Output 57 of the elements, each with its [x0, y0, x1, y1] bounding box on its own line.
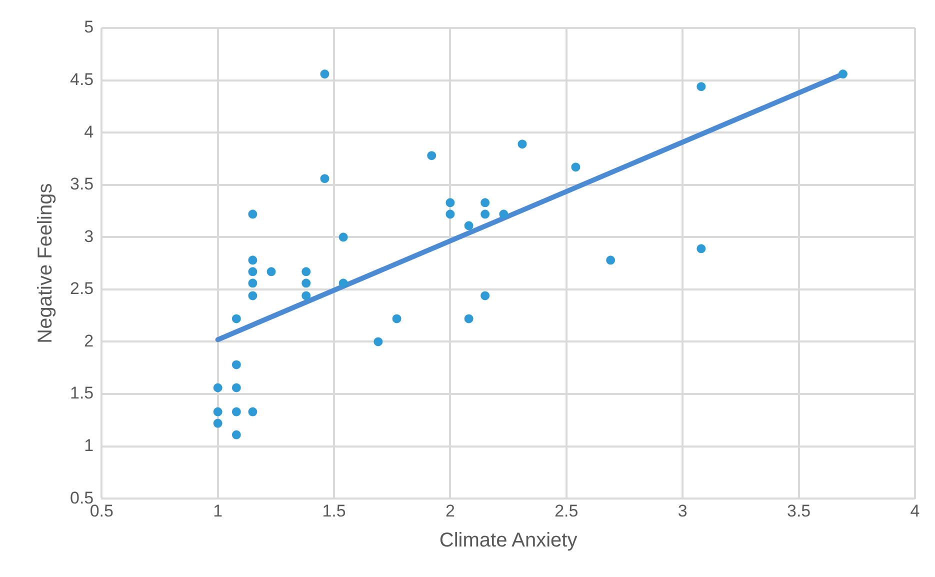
point [302, 291, 311, 300]
point [266, 267, 276, 276]
x-axis-title: Climate Anxiety [439, 530, 578, 552]
point [248, 210, 258, 219]
x-tick-label: 4 [910, 501, 920, 520]
point [248, 267, 258, 276]
y-tick-label: 1.5 [70, 384, 94, 403]
point [606, 256, 616, 265]
point [480, 210, 490, 219]
point [499, 210, 508, 219]
point [232, 430, 241, 440]
y-tick-label: 2 [84, 331, 94, 350]
x-tick-label: 1.5 [322, 501, 346, 520]
point [518, 140, 527, 149]
point [213, 418, 222, 428]
y-tick-label: 4 [84, 122, 94, 142]
point [232, 407, 241, 416]
point [838, 70, 848, 79]
y-tick-label: 3 [84, 226, 94, 246]
point [213, 383, 222, 392]
point [338, 232, 348, 242]
x-tick-label: 1 [213, 501, 223, 520]
y-tick-label: 4.5 [70, 70, 94, 89]
point [464, 221, 474, 230]
point [427, 151, 436, 160]
point [232, 383, 241, 392]
x-tick-label: 2 [445, 501, 455, 520]
point [248, 291, 258, 300]
point [696, 244, 706, 254]
point [248, 256, 258, 265]
y-tick-label: 5 [84, 18, 94, 37]
point [213, 407, 222, 416]
y-tick-label: 3.5 [70, 174, 94, 194]
point [248, 278, 258, 288]
point [696, 82, 706, 92]
point [374, 337, 383, 346]
point [446, 198, 455, 208]
x-tick-label: 3 [678, 501, 688, 520]
point [248, 407, 258, 416]
x-tick-label: 3.5 [786, 501, 811, 520]
point [232, 314, 241, 324]
point [302, 267, 311, 276]
point [480, 291, 490, 300]
y-axis-title: Negative Feelings [34, 183, 57, 344]
point [392, 314, 402, 324]
point [446, 210, 455, 219]
y-tick-label: 1 [84, 436, 94, 455]
x-tick-label: 2.5 [554, 501, 578, 520]
point [232, 360, 241, 370]
point [338, 278, 348, 288]
point [320, 174, 330, 184]
point [320, 70, 330, 79]
point [302, 278, 311, 288]
point [464, 314, 474, 324]
point [571, 162, 580, 172]
point [480, 198, 490, 208]
y-tick-label: 2.5 [70, 279, 94, 298]
